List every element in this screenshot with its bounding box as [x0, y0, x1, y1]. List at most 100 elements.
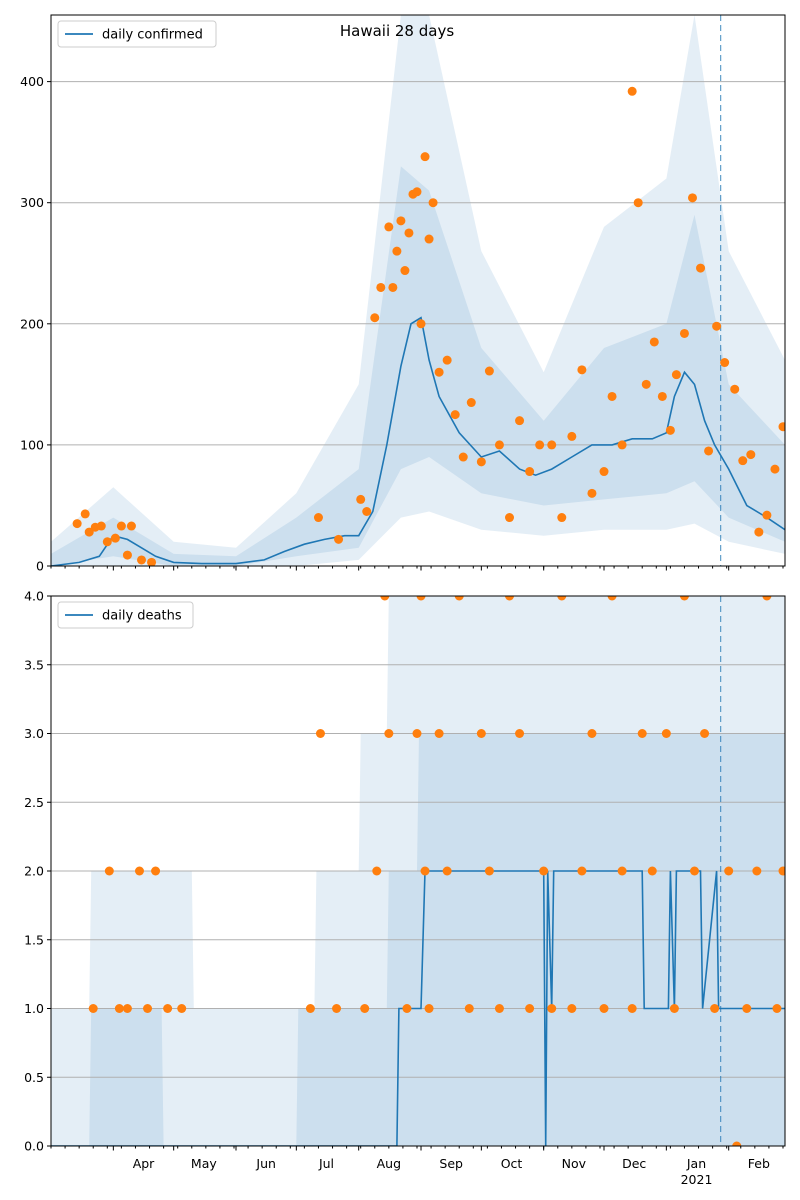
legend-box [57, 20, 217, 48]
y-tick-label: 2.0 [24, 864, 44, 879]
data-point [102, 537, 112, 547]
data-point [384, 222, 394, 232]
x-tick-label: Feb [748, 1156, 770, 1171]
data-point [484, 366, 494, 376]
data-point [416, 319, 426, 329]
y-tick-label: 200 [20, 316, 44, 331]
data-point [754, 527, 764, 537]
data-point [114, 1004, 124, 1013]
data-point [567, 1004, 577, 1013]
data-point [400, 266, 410, 276]
x-tick-label: Jul [318, 1156, 334, 1171]
data-point [665, 425, 675, 435]
y-tick-label: 4.0 [24, 589, 44, 604]
data-point [96, 521, 106, 531]
data-point [607, 391, 617, 401]
x-tick-label: 2021 [681, 1172, 713, 1187]
data-point [494, 440, 504, 450]
data-point [420, 152, 430, 162]
data-point [557, 596, 567, 601]
panel-2: 0.0 0.5 1.0 1.5 2.0 2.5 3.0 3.5 4.0 Apr May Jun Jul A… [24, 589, 786, 1187]
data-point [690, 866, 700, 876]
data-point [424, 234, 434, 244]
data-point [392, 246, 402, 256]
data-point [362, 507, 372, 517]
data-point [122, 1004, 132, 1013]
data-point [104, 866, 114, 876]
data-point [724, 866, 734, 876]
data-point [177, 1004, 187, 1013]
y-tick-label: 1.5 [24, 932, 44, 947]
y-tick-label: 100 [20, 437, 44, 452]
data-point [116, 521, 126, 531]
data-point [617, 866, 627, 876]
data-point [360, 1004, 370, 1013]
x-tick-label: Aug [377, 1156, 401, 1171]
data-point [126, 521, 136, 531]
chart-title: Hawaii 28 days [340, 22, 454, 40]
data-point [762, 596, 772, 601]
data-point [305, 1004, 315, 1013]
panel-1: 0 100 200 300 400 Hawaii 28 days daily confirm… [20, 14, 786, 574]
data-point [136, 555, 146, 565]
data-point [412, 729, 422, 738]
uncertainty-band [51, 166, 785, 566]
data-point [416, 596, 426, 601]
data-point [143, 1004, 153, 1013]
data-point [466, 398, 476, 408]
data-point [163, 1004, 173, 1013]
data-point [696, 263, 706, 273]
data-point [442, 355, 452, 365]
data-point [464, 1004, 474, 1013]
data-point [661, 729, 671, 738]
data-point [334, 534, 344, 544]
x-tick-label: Apr [133, 1156, 155, 1171]
data-point [110, 533, 120, 543]
data-point [412, 187, 422, 197]
x-tick-label: May [191, 1156, 217, 1171]
data-point [396, 216, 406, 226]
data-point [458, 452, 468, 462]
data-point [504, 513, 514, 523]
data-point [370, 313, 380, 323]
data-point [687, 193, 697, 203]
data-point [539, 866, 549, 876]
data-point [122, 550, 132, 560]
data-point [434, 367, 444, 377]
data-point [535, 440, 545, 450]
data-point [607, 596, 617, 601]
y-tick-label: 1.0 [24, 1001, 44, 1016]
data-point [772, 1004, 782, 1013]
data-point [704, 446, 714, 456]
y-tick-label: 400 [20, 74, 44, 89]
data-point [494, 1004, 504, 1013]
data-point [315, 729, 325, 738]
data-point [738, 456, 748, 466]
data-point [647, 866, 657, 876]
data-point [547, 440, 557, 450]
data-point [633, 198, 643, 208]
data-point [88, 1004, 98, 1013]
data-point [710, 1004, 720, 1013]
data-point [762, 510, 772, 520]
data-point [515, 416, 525, 426]
data-point [599, 1004, 609, 1013]
data-point [147, 557, 157, 566]
y-tick-label: 2.5 [24, 795, 44, 810]
data-point [380, 596, 390, 601]
data-point [778, 422, 785, 432]
data-point [372, 866, 382, 876]
series-line [51, 870, 785, 1146]
plot-area [51, 15, 785, 566]
x-tick-label: Nov [562, 1156, 587, 1171]
data-point [587, 488, 597, 498]
data-point [577, 866, 587, 876]
y-tick-label: 300 [20, 195, 44, 210]
x-tick-label: Oct [501, 1156, 523, 1171]
series-line [51, 316, 785, 566]
data-point [577, 365, 587, 375]
data-point [476, 729, 486, 738]
data-point [402, 1004, 412, 1013]
data-point [746, 450, 756, 460]
